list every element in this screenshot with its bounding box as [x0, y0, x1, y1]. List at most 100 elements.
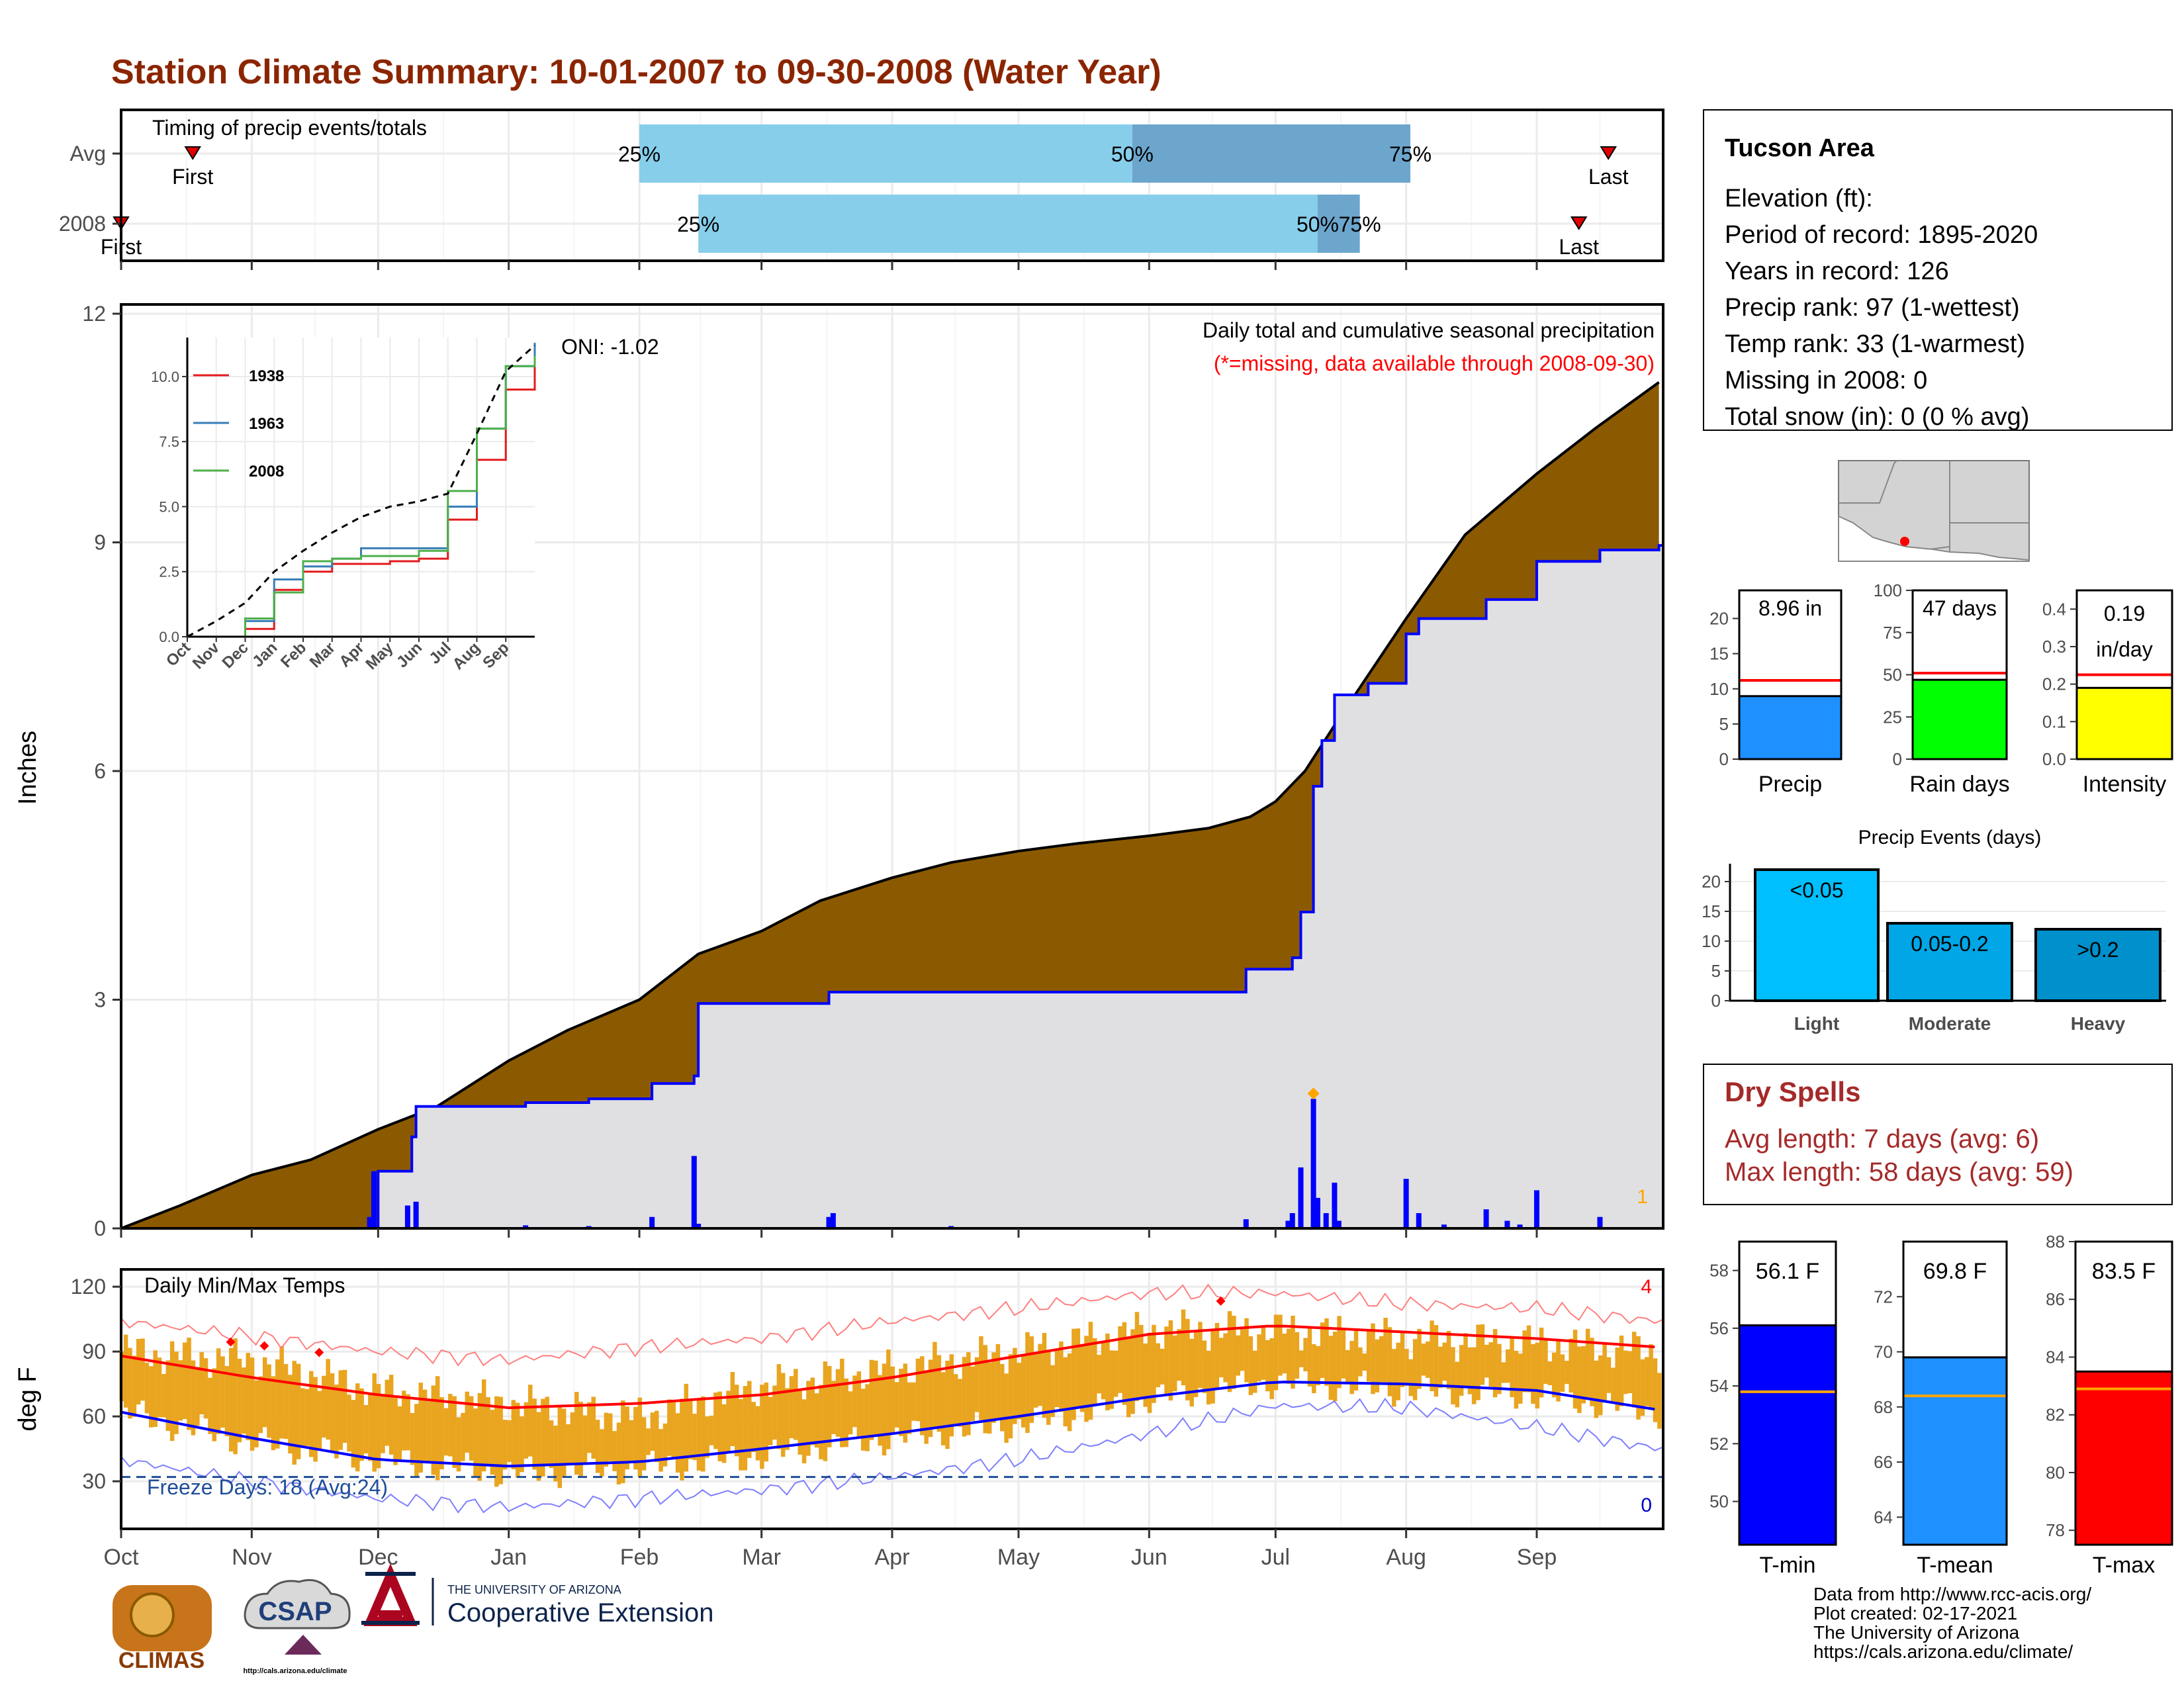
daily-temp-bar — [144, 1362, 150, 1414]
daily-temp-bar — [1038, 1344, 1042, 1406]
daily-temp-bar — [1084, 1336, 1089, 1422]
daily-temp-bar — [1059, 1341, 1064, 1412]
avg-tmax-line — [120, 1324, 1655, 1410]
tstat-value-label: 83.5 F — [2092, 1259, 2156, 1284]
daily-temp-bar — [355, 1383, 360, 1472]
daily-temp-bar — [662, 1423, 668, 1467]
daily-precip-bar — [1310, 1099, 1316, 1228]
daily-temp-bar — [1480, 1324, 1485, 1385]
events-ytick-label: 20 — [1702, 872, 1721, 891]
daily-temp-bar — [553, 1426, 558, 1482]
daily-temp-bar — [1189, 1338, 1194, 1407]
daily-temp-bar — [203, 1358, 208, 1419]
daily-temp-bar — [220, 1356, 225, 1428]
daily-temp-bar — [224, 1365, 230, 1437]
daily-precip-bar — [1298, 1167, 1304, 1228]
inset-ytick-label: 2.5 — [159, 564, 179, 580]
daily-temp-bar — [1522, 1330, 1527, 1393]
stat-ytick-label: 15 — [1709, 644, 1729, 664]
daily-temp-bar — [566, 1424, 570, 1465]
daily-temp-bar — [1139, 1324, 1144, 1398]
daily-temp-bar — [561, 1408, 567, 1478]
ua-logo-extension: Cooperative Extension — [447, 1598, 713, 1627]
daily-temp-bar — [1269, 1338, 1274, 1400]
precip-ytick-label: 3 — [94, 988, 106, 1012]
events-ytick-label: 0 — [1711, 991, 1721, 1011]
inset-legend-label: 1963 — [249, 415, 284, 433]
daily-temp-bar — [351, 1400, 356, 1468]
daily-temp-bar — [1130, 1329, 1135, 1414]
daily-temp-bar — [616, 1422, 621, 1485]
daily-temp-bar — [1631, 1332, 1637, 1408]
daily-temp-bar — [431, 1385, 436, 1475]
daily-temp-bar — [1147, 1332, 1152, 1413]
daily-temp-bar — [165, 1360, 171, 1432]
daily-precip-bar — [1336, 1220, 1342, 1228]
daily-temp-bar — [1375, 1339, 1380, 1393]
daily-temp-bar — [515, 1402, 520, 1478]
map-mexico — [1838, 515, 2030, 562]
daily-temp-bar — [1143, 1343, 1148, 1407]
daily-temp-bar — [1168, 1320, 1173, 1401]
daily-temp-bar — [1109, 1350, 1115, 1409]
stat-ytick-label: 100 — [1874, 580, 1902, 600]
daily-temp-bar — [1572, 1330, 1578, 1409]
daily-temp-bar — [680, 1398, 684, 1481]
intensity-unit-label: in/day — [2096, 637, 2152, 661]
daily-temp-bar — [465, 1391, 470, 1453]
ua-logo-university: THE UNIVERSITY OF ARIZONA — [447, 1583, 621, 1596]
event-category-label: Moderate — [1909, 1013, 1991, 1034]
daily-temp-bar — [1510, 1336, 1514, 1398]
daily-temp-bar — [1404, 1349, 1409, 1386]
daily-temp-bar — [890, 1366, 895, 1434]
event-bin-label: >0.2 — [2077, 938, 2118, 962]
daily-temp-bar — [911, 1382, 916, 1421]
daily-temp-bar — [768, 1396, 773, 1445]
daily-temp-bar — [953, 1374, 958, 1424]
daily-temp-bar — [473, 1408, 478, 1477]
daily-precip-bar — [1332, 1182, 1338, 1228]
stat-ytick-label: 25 — [1883, 707, 1902, 727]
temp-count-top: 4 — [1641, 1276, 1652, 1298]
inset-ytick-label: 7.5 — [159, 434, 179, 450]
daily-temp-bar — [1033, 1353, 1038, 1408]
daily-temp-bar — [1324, 1318, 1329, 1386]
daily-temp-bar — [1071, 1328, 1076, 1420]
daily-temp-bar — [1042, 1333, 1047, 1418]
station-name: Tucson Area — [1725, 134, 1875, 162]
daily-temp-bar — [347, 1394, 351, 1452]
temp-ytick-label: 30 — [82, 1469, 106, 1493]
daily-temp-bar — [313, 1377, 318, 1462]
daily-temp-bar — [785, 1388, 790, 1450]
daily-temp-bar — [760, 1385, 764, 1469]
stat-ytick-label: 0.0 — [2042, 749, 2066, 769]
daily-temp-bar — [856, 1371, 862, 1437]
daily-temp-bar — [385, 1379, 390, 1446]
month-label: May — [997, 1545, 1040, 1570]
daily-temp-bar — [1636, 1336, 1641, 1420]
daily-temp-bar — [886, 1349, 891, 1449]
stat-frame — [1738, 589, 1843, 760]
temp-ylabel: deg F — [14, 1367, 42, 1431]
daily-temp-bar — [1050, 1365, 1055, 1417]
tstat-ytick-label: 66 — [1874, 1452, 1893, 1472]
tstat-value-label: 69.8 F — [1923, 1259, 1987, 1284]
inset-panel: 0.02.55.07.510.0OctNovDecJanFebMarAprMay… — [151, 338, 536, 673]
daily-temp-bar — [1244, 1318, 1249, 1383]
inset-ytick-label: 5.0 — [159, 498, 179, 515]
daily-temp-bar — [1067, 1353, 1072, 1432]
daily-temp-bar — [717, 1391, 722, 1461]
footer-line: https://cals.arizona.edu/climate/ — [1813, 1641, 2073, 1662]
daily-temp-bar — [671, 1400, 676, 1459]
daily-temp-bar — [393, 1398, 398, 1465]
daily-temp-bar — [730, 1371, 735, 1446]
daily-temp-bar — [755, 1406, 760, 1461]
daily-temp-bar — [1615, 1347, 1619, 1411]
events-ytick-label: 10 — [1702, 931, 1721, 951]
daily-temp-bar — [823, 1361, 828, 1461]
precip-ytick-label: 6 — [94, 759, 106, 783]
timing-first-label: First — [172, 165, 213, 189]
timing-p50-label: 50% — [1111, 142, 1154, 166]
daily-temp-bar — [654, 1410, 659, 1463]
daily-temp-bar — [1417, 1328, 1422, 1389]
